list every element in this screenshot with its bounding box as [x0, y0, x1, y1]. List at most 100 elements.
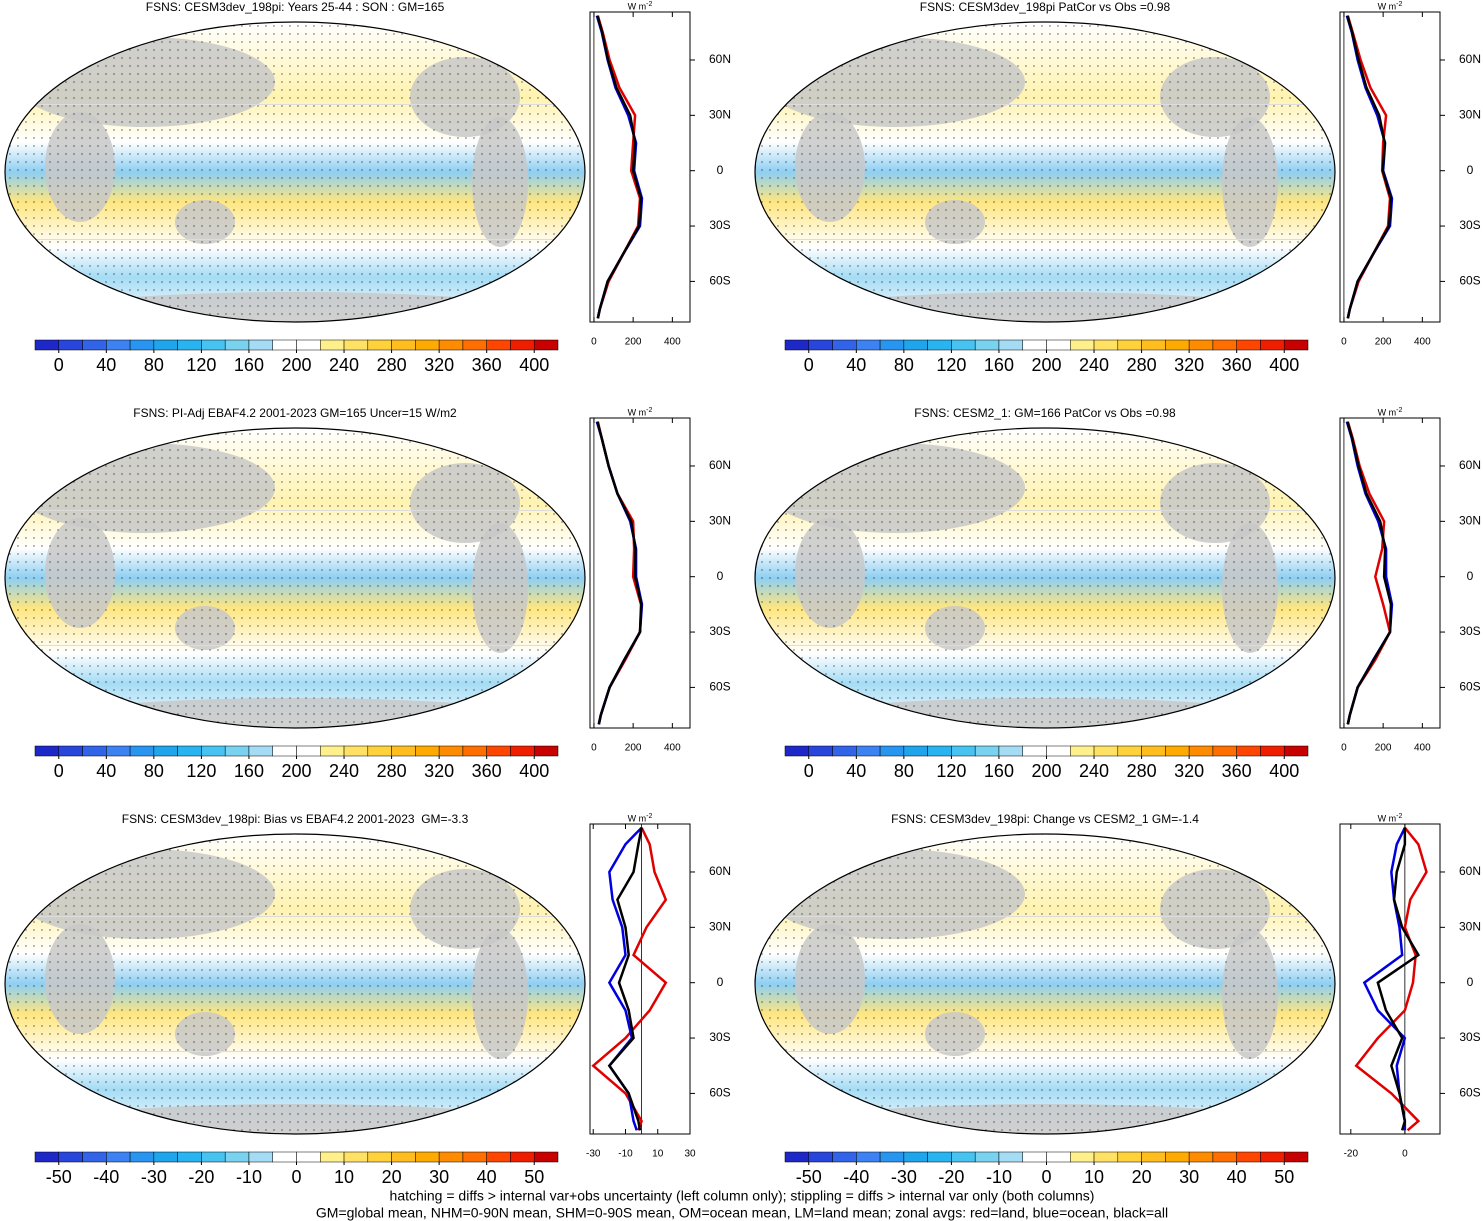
colorbar-box — [1188, 339, 1214, 351]
map — [5, 428, 585, 728]
colorbar-label: 160 — [234, 355, 264, 375]
colorbar-box — [486, 1151, 511, 1163]
y-tick-label: 0 — [717, 975, 724, 989]
zonal-line — [596, 15, 643, 319]
zonal-line — [1346, 15, 1393, 319]
y-tick-label: 30S — [1459, 1030, 1480, 1044]
y-tick-label: 0 — [1467, 975, 1474, 989]
colorbar-box — [486, 745, 511, 757]
colorbar-label: 10 — [334, 1167, 354, 1187]
panel-title: FSNS: PI-Adj EBAF4.2 2001-2023 GM=165 Un… — [133, 406, 457, 420]
colorbar-box — [856, 745, 881, 757]
colorbar-box — [1141, 1151, 1166, 1163]
colorbar-label: 320 — [424, 355, 454, 375]
colorbar-label: -10 — [986, 1167, 1012, 1187]
colorbar-box — [510, 1151, 535, 1163]
colorbar-box — [784, 1151, 810, 1163]
colorbar-box — [927, 745, 952, 757]
colorbar-label: 320 — [424, 761, 454, 781]
map-border — [754, 833, 1336, 1135]
colorbar-label: 40 — [1227, 1167, 1247, 1187]
colorbar-box — [1022, 1151, 1047, 1163]
colorbar-box — [272, 745, 297, 757]
colorbar-label: 80 — [894, 761, 914, 781]
colorbar-label: 240 — [329, 761, 359, 781]
colorbar-box — [832, 745, 857, 757]
x-tick-label: 10 — [652, 1149, 664, 1160]
colorbar-box — [34, 745, 60, 757]
colorbar-box — [296, 339, 321, 351]
map — [755, 22, 1335, 322]
colorbar-box — [974, 745, 1000, 757]
stippling — [755, 834, 1335, 1134]
colorbar-box — [808, 1151, 833, 1163]
colorbar-box — [1093, 745, 1119, 757]
y-tick-label: 30N — [1459, 920, 1481, 934]
colorbar-label: 40 — [846, 761, 866, 781]
colorbar-label: 160 — [984, 761, 1014, 781]
colorbar-label: 50 — [524, 1167, 544, 1187]
x-tick-label: 0 — [591, 743, 597, 754]
colorbar-box — [153, 339, 178, 351]
colorbar-box — [1117, 339, 1142, 351]
colorbar-label: 0 — [1041, 1167, 1051, 1187]
colorbar-box — [82, 339, 107, 351]
colorbar-box — [296, 1151, 321, 1163]
colorbar-box — [1070, 1151, 1095, 1163]
colorbar-label: 200 — [281, 761, 311, 781]
colorbar-label: 0 — [291, 1167, 301, 1187]
colorbar-box — [153, 1151, 178, 1163]
colorbar-box — [927, 1151, 952, 1163]
colorbar-label: -20 — [938, 1167, 964, 1187]
colorbar-box — [320, 1151, 345, 1163]
colorbar-label: -40 — [843, 1167, 869, 1187]
colorbar-label: 40 — [846, 355, 866, 375]
colorbar-label: 40 — [477, 1167, 497, 1187]
zonal-line — [1376, 827, 1421, 1131]
y-tick-label: 60S — [1459, 680, 1480, 694]
map — [755, 834, 1335, 1134]
y-tick-label: 0 — [1467, 569, 1474, 583]
colorbar-label: 280 — [1127, 355, 1157, 375]
colorbar-box — [1165, 1151, 1190, 1163]
colorbar-box — [879, 1151, 905, 1163]
colorbar-label: 30 — [429, 1167, 449, 1187]
y-tick-label: 30S — [1459, 218, 1480, 232]
colorbar-label: 0 — [54, 761, 64, 781]
colorbar-box — [272, 1151, 297, 1163]
colorbar-label: 360 — [472, 355, 502, 375]
colorbar-box — [1260, 339, 1285, 351]
profile-frame — [589, 823, 691, 1135]
unit-exponent: -2 — [1396, 407, 1402, 414]
colorbar-box — [367, 1151, 392, 1163]
colorbar-label: 80 — [144, 761, 164, 781]
colorbar-box — [951, 1151, 976, 1163]
colorbar-label: -10 — [236, 1167, 262, 1187]
map-border — [754, 427, 1336, 729]
colorbar-box — [974, 1151, 1000, 1163]
unit-exponent: -2 — [646, 1, 652, 8]
colorbar-label: 240 — [329, 355, 359, 375]
profile-frame — [589, 417, 691, 729]
stippling — [755, 428, 1335, 728]
footer-note: hatching = diffs > internal var+obs unce… — [390, 1188, 1095, 1204]
stippling — [5, 834, 585, 1134]
colorbar-label: 160 — [984, 355, 1014, 375]
y-tick-label: 30N — [709, 514, 731, 528]
colorbar-box — [1141, 339, 1166, 351]
x-tick-label: 400 — [664, 743, 681, 754]
colorbar-box — [201, 1151, 226, 1163]
colorbar-box — [533, 339, 559, 351]
colorbar-box — [1188, 1151, 1214, 1163]
y-tick-label: 30S — [709, 624, 730, 638]
colorbar-box — [1236, 339, 1261, 351]
colorbar-box — [1165, 745, 1190, 757]
colorbar-box — [129, 1151, 155, 1163]
unit-label: W m-2 — [628, 1, 653, 12]
colorbar-box — [343, 1151, 369, 1163]
colorbar-box — [1212, 339, 1237, 351]
x-tick-label: -30 — [586, 1149, 601, 1160]
colorbar-box — [903, 1151, 928, 1163]
zonal-line — [1346, 421, 1393, 725]
colorbar-box — [1283, 1151, 1309, 1163]
